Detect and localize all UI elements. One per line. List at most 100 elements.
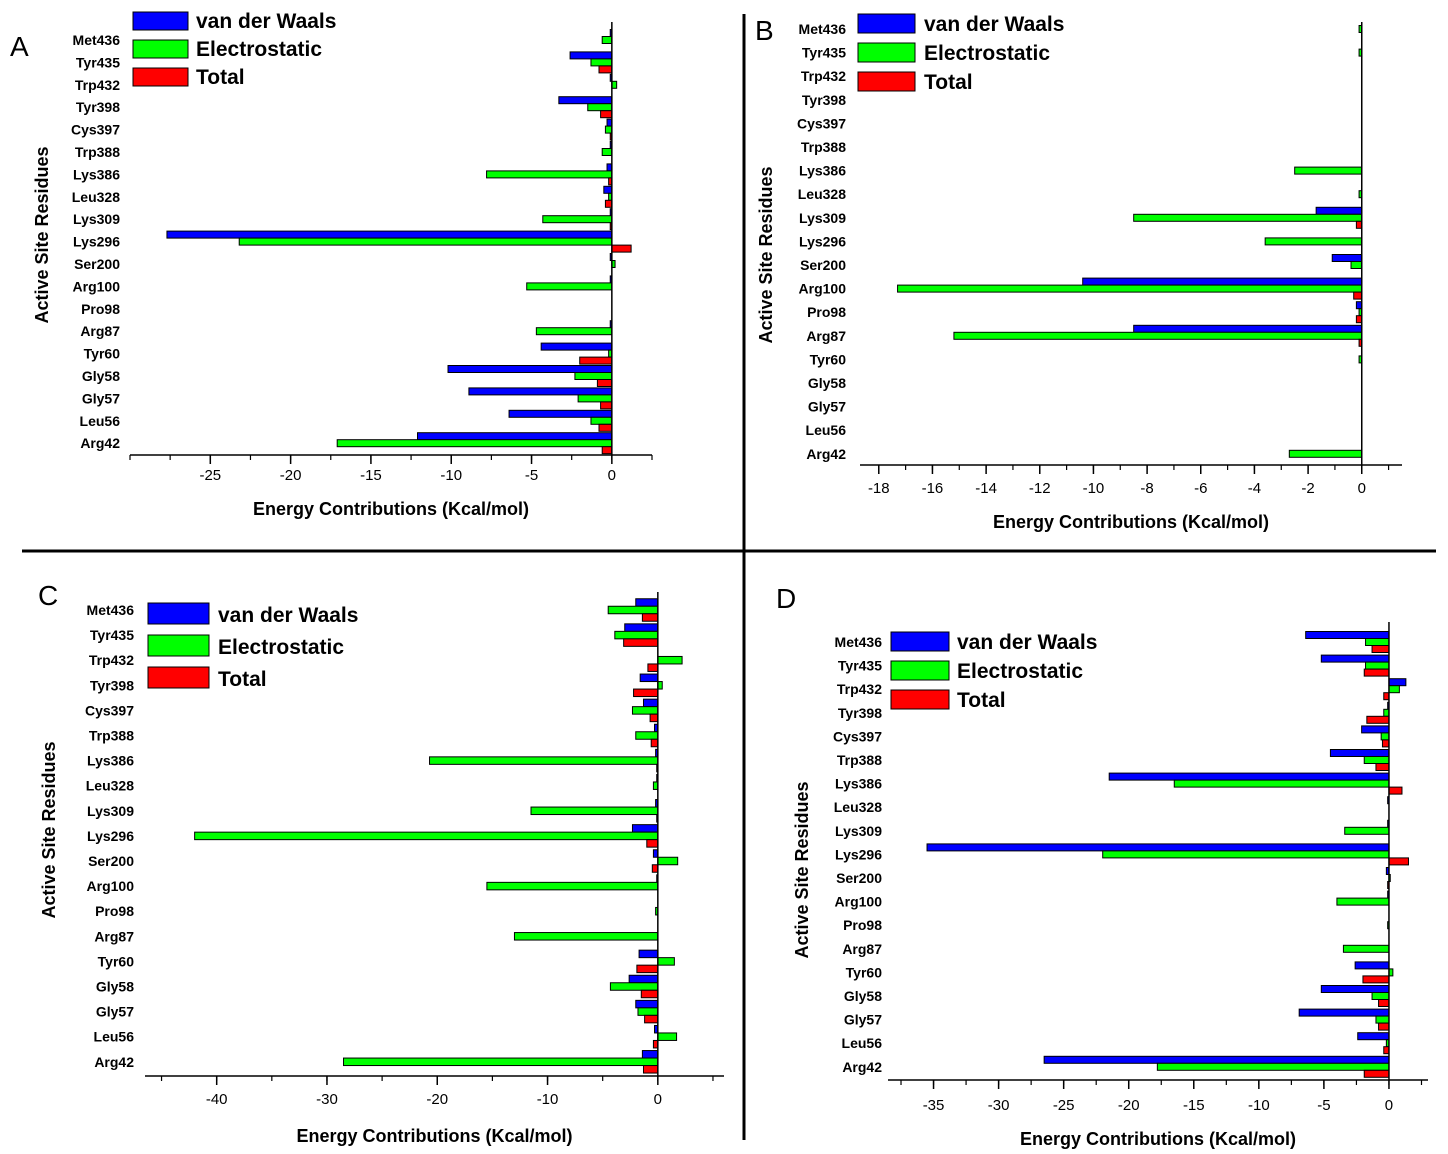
panel-c-bar-elec-leu56: [657, 1032, 678, 1041]
panel-c-legend-label-elec: Electrostatic: [218, 636, 344, 659]
panel-d-bar-elec-gly58: [1371, 992, 1390, 1000]
panel-b-bar-elec-arg100: [897, 284, 1363, 293]
panel-d-residue-label-tyr435: Tyr435: [838, 658, 882, 674]
panel-b-residue-label-cys397: Cys397: [797, 115, 846, 131]
panel-c-residue-label-cys397: Cys397: [85, 702, 134, 718]
panel-b-residue-label-arg42: Arg42: [806, 446, 846, 462]
panel-d-bar-total-tyr60: [1362, 975, 1390, 984]
panel-a-bar-elec-arg42: [336, 439, 613, 448]
panel-c-bar-vdw-tyr398: [639, 673, 659, 683]
panel-a-residue-label-arg42: Arg42: [80, 435, 120, 451]
panel-d-residue-label-trp388: Trp388: [837, 752, 882, 768]
panel-c-residue-label-gly58: Gly58: [96, 979, 134, 995]
panel-d-bar-total-tyr435: [1363, 668, 1390, 677]
panel-c-bar-elec-arg87: [513, 932, 659, 941]
panel-a-bar-elec-lys386: [486, 170, 613, 179]
panel-b-bar-vdw-arg87: [1133, 324, 1363, 333]
panel-c-residue-label-arg42: Arg42: [94, 1054, 134, 1070]
panel-c-bar-vdw-arg42: [641, 1050, 659, 1059]
panel-d-bar-total-tyr398: [1366, 715, 1390, 724]
panel-d-bar-elec-lys309: [1344, 826, 1390, 835]
panel-b-legend-label-elec: Electrostatic: [924, 42, 1050, 65]
panel-c-x-tick-label: -40: [206, 1091, 228, 1108]
panel-b-residue-label-gly58: Gly58: [808, 375, 846, 391]
panel-b-x-tick-label: -4: [1248, 480, 1261, 497]
panel-a-bar-elec-gly57: [577, 394, 613, 403]
panel-b-x-axis-title: Energy Contributions (Kcal/mol): [993, 512, 1269, 532]
panel-b-residue-label-lys296: Lys296: [799, 233, 846, 249]
panel-c-legend-label-total: Total: [218, 668, 267, 691]
panel-b-legend-swatch-vdw: [857, 13, 916, 34]
panel-a-residue-label-gly57: Gly57: [82, 390, 120, 406]
panel-b-bar-elec-arg87: [953, 331, 1363, 340]
panel-d-letter: D: [776, 583, 796, 614]
panel-c-bar-total-lys296: [646, 839, 659, 848]
panel-c-bar-total-trp432: [647, 663, 659, 672]
panel-c-legend-swatch-vdw: [147, 602, 210, 625]
panel-a-residue-label-cys397: Cys397: [71, 122, 120, 138]
panel-a-bar-vdw-tyr435: [569, 51, 613, 60]
panel-a-bar-elec-trp388: [601, 148, 613, 156]
panel-c-x-tick-label: 0: [654, 1091, 662, 1108]
panel-d-x-axis-title: Energy Contributions (Kcal/mol): [1020, 1129, 1296, 1149]
panel-d-residue-label-arg42: Arg42: [842, 1059, 882, 1075]
panel-a-residue-label-lys309: Lys309: [73, 211, 120, 227]
panel-c-bar-total-gly57: [644, 1014, 659, 1024]
panel-d-x-tick-label: -15: [1183, 1097, 1205, 1114]
panel-a-residue-label-pro98: Pro98: [81, 301, 120, 317]
panel-b-legend-swatch-total: [857, 71, 916, 92]
panel-c-residue-label-pro98: Pro98: [95, 903, 134, 919]
panel-c-residue-label-trp388: Trp388: [89, 728, 134, 744]
panel-b-residue-label-lys386: Lys386: [799, 163, 846, 179]
panel-d-residue-label-lys386: Lys386: [835, 776, 882, 792]
panel-d-bar-vdw-trp432: [1388, 678, 1407, 687]
panel-b-legend-swatch-elec: [857, 42, 916, 63]
panel-d-bar-vdw-gly57: [1298, 1008, 1390, 1017]
panel-d-x-tick-label: -30: [988, 1097, 1010, 1114]
panel-c-residue-label-met436: Met436: [87, 602, 135, 618]
panel-a-residue-label-met436: Met436: [73, 32, 121, 48]
panel-c-residue-label-leu328: Leu328: [86, 778, 134, 794]
panel-b-residue-label-lys309: Lys309: [799, 210, 846, 226]
panel-d-residue-label-cys397: Cys397: [833, 728, 882, 744]
panel-c-legend-swatch-total: [147, 666, 210, 689]
panel-a-legend-swatch-vdw: [132, 11, 189, 31]
panel-a-bar-total-lys296: [611, 244, 632, 253]
panel-d-bar-total-arg42: [1363, 1069, 1390, 1078]
panel-d-bar-vdw-met436: [1305, 631, 1390, 639]
panel-b-residue-label-pro98: Pro98: [807, 304, 846, 320]
panel-c-residue-label-gly57: Gly57: [96, 1004, 134, 1020]
panel-a-bar-vdw-tyr60: [540, 342, 613, 351]
panel-b-legend-label-total: Total: [924, 71, 973, 94]
panel-a-legend-label-vdw: van der Waals: [196, 10, 336, 33]
panel-b-x-tick-label: -16: [922, 480, 944, 497]
panel-a-bar-vdw-gly58: [447, 365, 613, 373]
panel-b-legend-label-vdw: van der Waals: [924, 13, 1064, 36]
panel-b-residue-label-tyr435: Tyr435: [802, 45, 846, 61]
panel-b-bar-elec-lys296: [1264, 237, 1363, 246]
panel-c-letter: C: [38, 580, 58, 611]
panel-a-bar-total-tyr398: [600, 110, 613, 119]
panel-d-bar-vdw-cys397: [1361, 725, 1390, 734]
panel-c-residue-label-lys296: Lys296: [87, 828, 134, 844]
panel-b-bar-vdw-pro98: [1355, 301, 1363, 310]
panel-a-bar-total-tyr60: [579, 356, 613, 365]
panel-b-bar-elec-lys309: [1133, 213, 1363, 222]
panel-d-residue-label-ser200: Ser200: [836, 870, 882, 886]
panel-b-bar-total-lys309: [1355, 220, 1363, 229]
panel-c-bar-elec-tyr435: [614, 630, 659, 640]
panel-a-bar-vdw-leu56: [508, 409, 613, 418]
panel-a-bar-vdw-arg42: [417, 432, 613, 441]
panel-d-legend-label-total: Total: [957, 689, 1006, 712]
panel-d-x-tick-label: -20: [1118, 1097, 1140, 1114]
panel-d-legend-label-vdw: van der Waals: [957, 631, 1097, 654]
panel-d-bar-elec-cys397: [1380, 732, 1390, 741]
panel-d-legend-swatch-elec: [890, 660, 950, 681]
panel-d-bar-vdw-tyr60: [1354, 961, 1390, 970]
panel-a-residue-label-lys386: Lys386: [73, 166, 120, 182]
panel-d-x-tick-label: -25: [1053, 1097, 1075, 1114]
panel-c-bar-vdw-tyr435: [624, 623, 659, 632]
panel-d-bar-vdw-tyr435: [1320, 654, 1390, 663]
panel-c-bar-elec-gly57: [637, 1007, 659, 1016]
